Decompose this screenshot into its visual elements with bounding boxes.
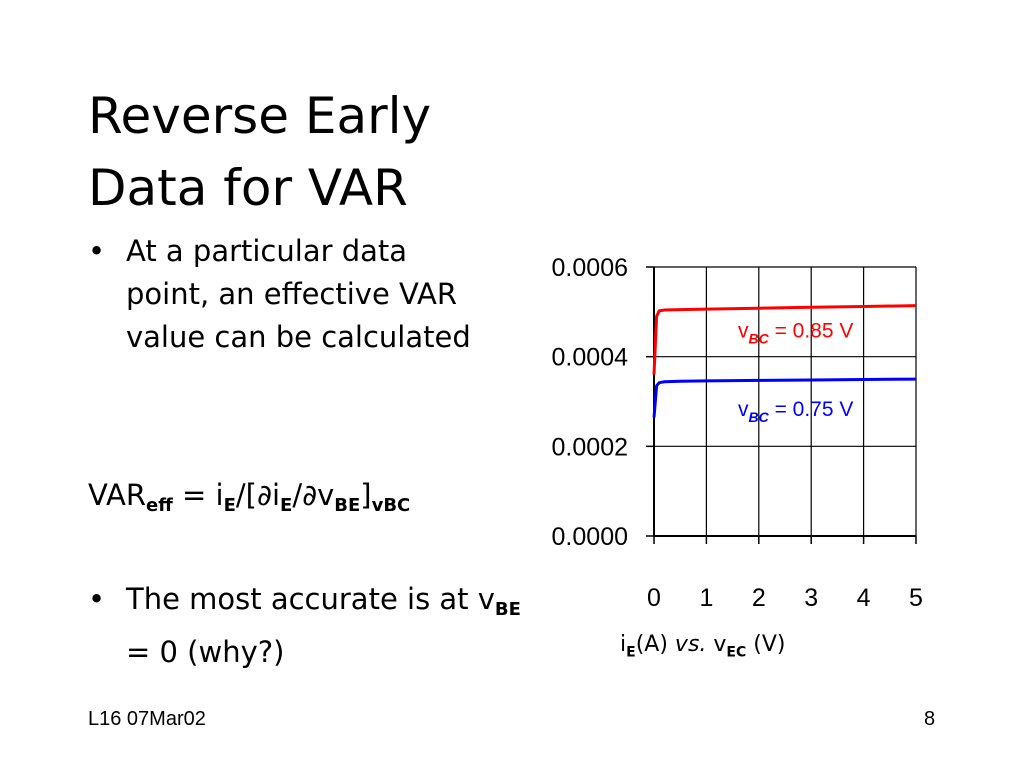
var-eff-formula: VAReff = iE/[∂iE/∂vBE]vBC — [88, 475, 410, 526]
slide-title: Reverse Early Data for VAR — [88, 80, 431, 224]
bullet2-tail: = 0 (why?) — [126, 635, 285, 669]
x-tick-label: 3 — [804, 584, 818, 612]
x-tick-label: 4 — [857, 584, 871, 612]
series-label-0: vBC = 0.85 V — [738, 320, 853, 347]
chart-caption: iE(A) vs. vEC (V) — [620, 632, 785, 660]
formula-e-sub-1: E — [223, 495, 236, 516]
x-tick-label: 5 — [909, 584, 923, 612]
series-line-1 — [652, 377, 917, 418]
caption-v: v — [706, 632, 727, 657]
bullet-list-bottom: The most accurate is at vBE = 0 (why?) — [88, 578, 528, 674]
y-tick-label: 0.0002 — [552, 433, 628, 461]
caption-i: i — [620, 632, 627, 657]
chart-tick-labels: 0.0000 0.0002 0.0004 0.0006 0 1 2 3 4 5 — [552, 254, 923, 612]
caption-a: (A) — [635, 632, 675, 657]
formula-be-sub: BE — [334, 495, 361, 516]
bullet2-text: The most accurate is at v — [126, 582, 495, 616]
x-tick-label: 2 — [752, 584, 766, 612]
chart-series — [652, 304, 917, 418]
series-line-0 — [652, 304, 917, 375]
formula-partial-2: /∂v — [292, 478, 335, 512]
title-line-1: Reverse Early — [88, 87, 432, 145]
caption-vs: vs. — [674, 632, 707, 657]
formula-partial-1: /[∂i — [235, 478, 281, 512]
caption-unit: (V) — [746, 632, 786, 657]
y-tick-label: 0.0006 — [552, 254, 628, 282]
title-line-2: Data for VAR — [88, 159, 408, 217]
footer-date: L16 07Mar02 — [88, 708, 206, 730]
y-tick-label: 0.0000 — [552, 523, 628, 551]
formula-vbc-sub: vBC — [371, 495, 411, 516]
bullet-most-accurate: The most accurate is at vBE = 0 (why?) — [88, 578, 528, 674]
formula-e-sub-2: E — [280, 495, 293, 516]
formula-close: ] — [360, 478, 372, 512]
series-label-1: vBC = 0.75 V — [738, 398, 853, 425]
formula-eff-sub: eff — [145, 495, 173, 516]
chart-series-labels: vBC = 0.85 V vBC = 0.75 V — [738, 320, 853, 426]
bullet-calc-var: At a particular data point, an effective… — [88, 230, 498, 359]
formula-var: VAR — [88, 478, 146, 512]
y-tick-label: 0.0004 — [552, 344, 629, 372]
x-tick-label: 0 — [647, 584, 661, 612]
bullet-list-top: At a particular data point, an effective… — [88, 230, 498, 359]
caption-v-sub: EC — [726, 644, 747, 661]
bullet2-be-sub: BE — [494, 599, 521, 620]
x-tick-label: 1 — [699, 584, 713, 612]
formula-eq: = i — [172, 478, 224, 512]
caption-i-sub: E — [626, 644, 636, 661]
slide-number: 8 — [924, 708, 936, 730]
